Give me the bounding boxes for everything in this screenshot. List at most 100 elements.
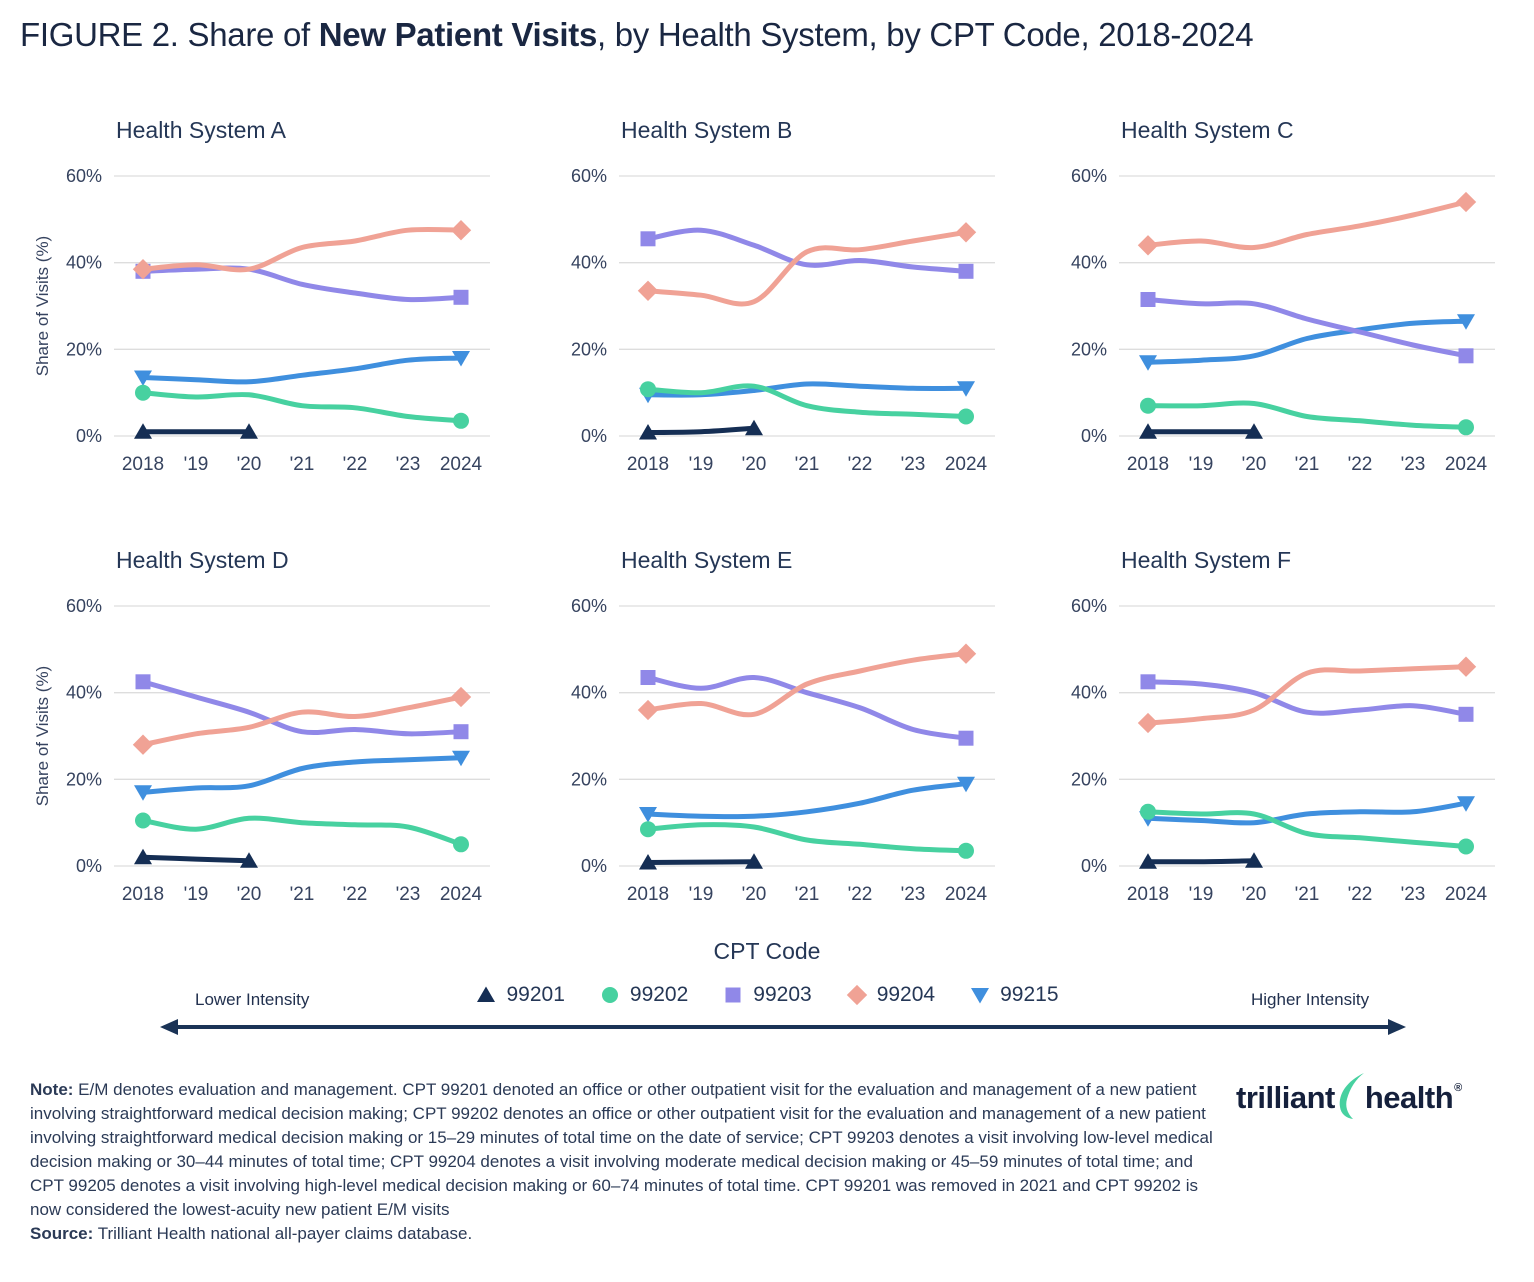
legend-item-99201: 99201: [475, 983, 565, 1007]
svg-text:2018: 2018: [627, 884, 669, 905]
trilliant-health-logo: trilliant health ®: [1236, 1073, 1463, 1126]
svg-text:2018: 2018: [1127, 454, 1169, 475]
svg-text:60%: 60%: [1071, 166, 1107, 186]
svg-text:'21: '21: [1295, 454, 1320, 475]
svg-text:'23: '23: [901, 454, 926, 475]
svg-text:'19: '19: [1189, 454, 1214, 475]
svg-text:2024: 2024: [440, 454, 483, 475]
svg-text:40%: 40%: [1071, 253, 1107, 273]
svg-text:Health System D: Health System D: [116, 547, 289, 573]
lower-intensity-label: Lower Intensity: [195, 990, 310, 1009]
svg-text:20%: 20%: [66, 769, 102, 789]
svg-text:'20: '20: [742, 454, 767, 475]
svg-text:'21: '21: [1295, 884, 1320, 905]
chart-health-system-f: Health System F 60% 40% 20% 0% 2018 '19 '20 '21 '…: [1033, 526, 1533, 956]
svg-text:2024: 2024: [945, 454, 988, 475]
logo-word-trilliant: trilliant: [1236, 1080, 1335, 1115]
svg-text:'20: '20: [1242, 884, 1267, 905]
svg-text:'22: '22: [343, 454, 368, 475]
svg-text:'21: '21: [290, 884, 315, 905]
svg-text:Health System A: Health System A: [116, 117, 287, 143]
svg-text:'20: '20: [237, 884, 262, 905]
svg-text:40%: 40%: [66, 683, 102, 703]
svg-text:Health System C: Health System C: [1121, 117, 1294, 143]
svg-text:20%: 20%: [571, 769, 607, 789]
logo-word-health: health: [1364, 1080, 1454, 1115]
figure-title-prefix: FIGURE 2. Share of: [20, 16, 319, 53]
figure-title-suffix: , by Health System, by CPT Code, 2018-20…: [597, 16, 1254, 53]
svg-text:'23: '23: [901, 884, 926, 905]
legend-item-label: 99215: [1000, 983, 1059, 1006]
intensity-axis-arrow: [160, 1019, 1406, 1035]
svg-text:Share of Visits (%): Share of Visits (%): [33, 236, 52, 376]
triangle-down-icon: [969, 984, 991, 1006]
svg-text:0%: 0%: [581, 426, 607, 446]
svg-text:20%: 20%: [571, 339, 607, 359]
legend-item-label: 99204: [876, 983, 936, 1006]
svg-text:40%: 40%: [66, 253, 102, 273]
svg-text:20%: 20%: [66, 339, 102, 359]
svg-text:'21: '21: [795, 884, 820, 905]
svg-text:'20: '20: [1242, 454, 1267, 475]
note-body: E/M denotes evaluation and management. C…: [30, 1080, 1213, 1219]
svg-text:2018: 2018: [122, 884, 164, 905]
legend: CPT Code 99201 99202 99203 99204 99215: [0, 938, 1534, 1007]
svg-text:'21: '21: [290, 454, 315, 475]
source-body: Trilliant Health national all-payer clai…: [93, 1224, 473, 1243]
arrowhead-left-icon: [160, 1019, 178, 1035]
note-text: Note: E/M denotes evaluation and managem…: [30, 1078, 1222, 1246]
svg-text:'23: '23: [396, 454, 421, 475]
svg-text:40%: 40%: [571, 253, 607, 273]
chart-health-system-e: Health System E 60% 40% 20% 0% 2018 '19 '20 '21 '…: [533, 526, 1033, 956]
figure-title-bold: New Patient Visits: [318, 16, 598, 53]
higher-intensity-label: Higher Intensity: [1251, 990, 1370, 1009]
svg-text:'23: '23: [396, 884, 421, 905]
legend-item-99203: 99203: [722, 983, 812, 1007]
svg-text:2018: 2018: [1127, 884, 1169, 905]
svg-text:60%: 60%: [571, 166, 607, 186]
svg-text:Health System B: Health System B: [621, 117, 792, 143]
chart-health-system-b: Health System B 60% 40% 20% 0% 2018 '19 '20 '21 '…: [533, 96, 1033, 526]
svg-text:'23: '23: [1401, 454, 1426, 475]
svg-text:'22: '22: [343, 884, 368, 905]
svg-text:20%: 20%: [1071, 769, 1107, 789]
svg-text:'22: '22: [848, 454, 873, 475]
svg-text:'22: '22: [1348, 454, 1373, 475]
svg-text:2024: 2024: [945, 884, 988, 905]
arrowhead-right-icon: [1388, 1019, 1406, 1035]
legend-title: CPT Code: [713, 938, 821, 964]
legend-item-99215: 99215: [969, 983, 1059, 1007]
svg-text:'22: '22: [1348, 884, 1373, 905]
source-label: Source:: [30, 1224, 94, 1243]
svg-text:Health System F: Health System F: [1121, 547, 1291, 573]
triangle-up-icon: [475, 984, 497, 1006]
svg-text:'21: '21: [795, 454, 820, 475]
svg-text:0%: 0%: [1081, 426, 1107, 446]
figure-title: FIGURE 2. Share of New Patient Visits, b…: [20, 16, 1254, 54]
legend-item-label: 99201: [506, 983, 565, 1006]
svg-text:Health System E: Health System E: [621, 547, 792, 573]
legend-item-99204: 99204: [846, 983, 935, 1007]
svg-text:2024: 2024: [1445, 454, 1488, 475]
svg-text:'19: '19: [184, 454, 209, 475]
svg-text:'22: '22: [848, 884, 873, 905]
legend-item-label: 99203: [753, 983, 812, 1006]
logo-registered-mark: ®: [1454, 1082, 1463, 1094]
svg-text:0%: 0%: [1081, 856, 1107, 876]
svg-text:'19: '19: [689, 454, 714, 475]
legend-item-label: 99202: [629, 983, 689, 1006]
svg-text:2024: 2024: [1445, 884, 1488, 905]
svg-text:'19: '19: [184, 884, 209, 905]
svg-text:'19: '19: [689, 884, 714, 905]
svg-text:0%: 0%: [581, 856, 607, 876]
chart-health-system-a: Health System A 60% 40% 20% 0% 2018 '19 '20 '21 '…: [28, 96, 528, 526]
svg-text:20%: 20%: [1071, 339, 1107, 359]
diamond-icon: [846, 984, 868, 1006]
svg-text:40%: 40%: [571, 683, 607, 703]
svg-text:60%: 60%: [66, 166, 102, 186]
svg-text:60%: 60%: [1071, 596, 1107, 616]
chart-health-system-c: Health System C 60% 40% 20% 0% 2018 '19 '20 '21 '…: [1033, 96, 1533, 526]
svg-text:60%: 60%: [571, 596, 607, 616]
svg-text:0%: 0%: [76, 856, 102, 876]
